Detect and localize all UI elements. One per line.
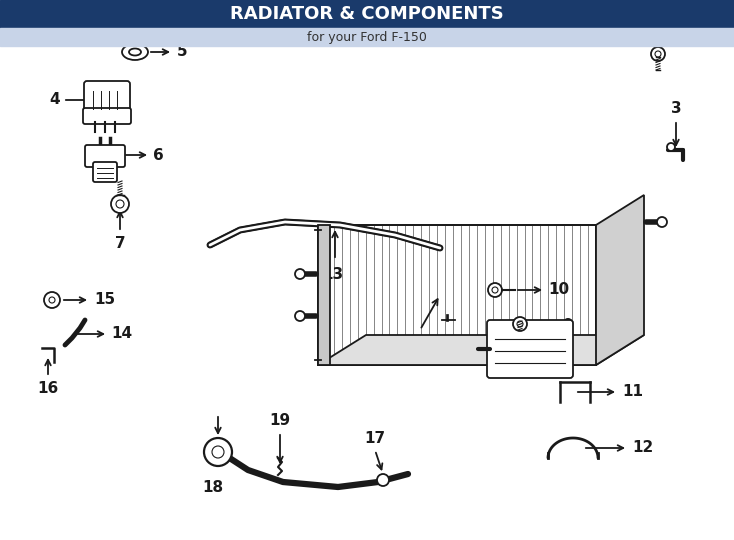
Circle shape — [44, 292, 60, 308]
Text: 10: 10 — [548, 282, 569, 298]
FancyBboxPatch shape — [487, 320, 573, 378]
Ellipse shape — [129, 49, 141, 56]
Circle shape — [655, 51, 661, 57]
Circle shape — [488, 283, 502, 297]
Circle shape — [204, 438, 232, 466]
Text: 7: 7 — [115, 236, 126, 251]
FancyBboxPatch shape — [83, 108, 131, 124]
Circle shape — [295, 269, 305, 279]
Circle shape — [492, 287, 498, 293]
Bar — [0, 0, 734, 28]
Text: RADIATOR & COMPONENTS: RADIATOR & COMPONENTS — [230, 5, 504, 23]
Circle shape — [651, 47, 665, 61]
FancyBboxPatch shape — [84, 81, 130, 115]
Text: 13: 13 — [322, 267, 344, 282]
Polygon shape — [596, 195, 644, 365]
Text: 5: 5 — [177, 44, 188, 59]
Text: 16: 16 — [37, 381, 59, 396]
Text: 4: 4 — [49, 92, 60, 107]
Ellipse shape — [122, 44, 148, 60]
Bar — [0, 28, 734, 46]
Text: 8: 8 — [437, 341, 448, 356]
Circle shape — [212, 446, 224, 458]
FancyBboxPatch shape — [93, 162, 117, 182]
Text: 15: 15 — [94, 293, 115, 307]
Circle shape — [657, 217, 667, 227]
Text: 9: 9 — [562, 318, 573, 333]
Polygon shape — [318, 225, 330, 365]
Text: 6: 6 — [153, 147, 164, 163]
Circle shape — [377, 474, 389, 486]
Text: 11: 11 — [622, 384, 643, 400]
Circle shape — [667, 143, 675, 151]
Text: 1: 1 — [412, 337, 422, 352]
Circle shape — [295, 311, 305, 321]
Text: 12: 12 — [632, 441, 653, 456]
FancyBboxPatch shape — [85, 145, 125, 167]
Circle shape — [111, 195, 129, 213]
Text: for your Ford F-150: for your Ford F-150 — [307, 30, 427, 44]
Circle shape — [116, 200, 124, 208]
Circle shape — [49, 297, 55, 303]
Text: 2: 2 — [653, 11, 664, 26]
Polygon shape — [318, 335, 644, 365]
Circle shape — [517, 321, 523, 327]
Text: 14: 14 — [111, 327, 132, 341]
Polygon shape — [318, 225, 596, 365]
Text: 17: 17 — [365, 431, 385, 446]
Text: 3: 3 — [671, 101, 681, 116]
Text: 18: 18 — [203, 480, 224, 495]
Text: 19: 19 — [269, 413, 291, 428]
Circle shape — [513, 317, 527, 331]
